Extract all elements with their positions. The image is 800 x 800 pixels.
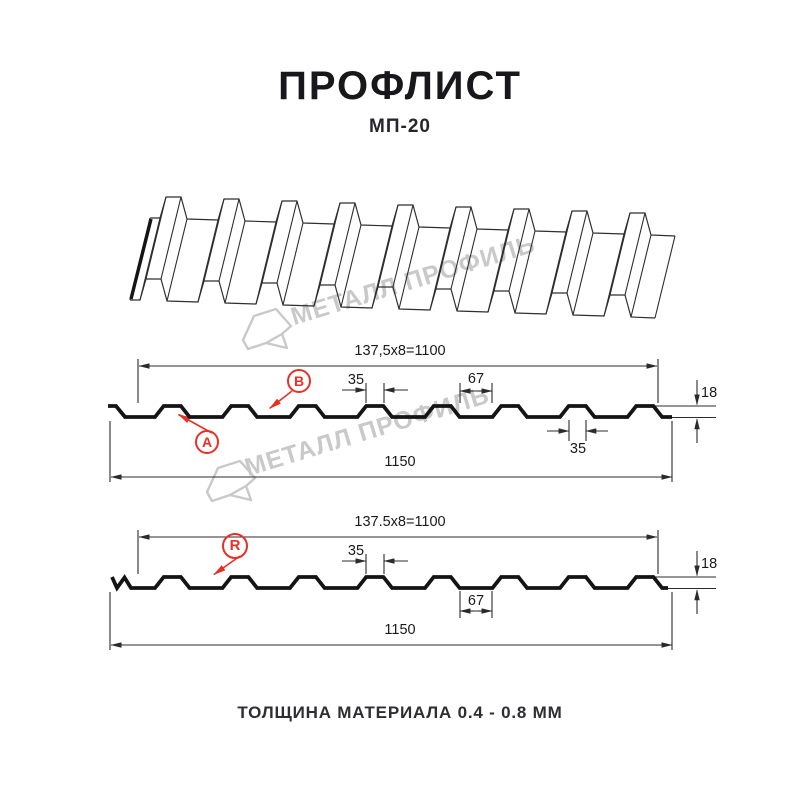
label-b-badge: B xyxy=(287,369,311,393)
page-subtitle: МП-20 xyxy=(369,116,431,137)
metal-profil-logo-icon xyxy=(241,307,293,351)
dim-trough-width-bottom: 67 xyxy=(467,593,485,609)
dim-modules-bottom: 137.5x8=1100 xyxy=(354,514,446,530)
label-a-badge: A xyxy=(195,430,219,454)
dim-height-top: 18 xyxy=(701,385,718,401)
label-r-badge: R xyxy=(222,533,248,559)
dim-trough-width-top: 67 xyxy=(467,371,485,387)
page-title: ПРОФЛИСТ xyxy=(278,64,522,108)
dim-total-width-bottom: 1150 xyxy=(384,622,416,638)
profile-section-top xyxy=(108,404,672,419)
material-thickness-note: ТОЛЩИНА МАТЕРИАЛА 0.4 - 0.8 ММ xyxy=(237,703,563,722)
metal-profil-logo-icon xyxy=(205,459,257,503)
dim-rib-top-width-top: 35 xyxy=(347,372,365,388)
dim-modules-top: 137,5x8=1100 xyxy=(354,343,446,359)
profile-section-bottom xyxy=(110,574,668,592)
dim-rib-base-width-top: 35 xyxy=(569,441,587,457)
dim-total-width-top: 1150 xyxy=(384,454,416,470)
dim-height-bottom: 18 xyxy=(701,556,718,572)
dim-rib-top-width-bottom: 35 xyxy=(347,543,365,559)
